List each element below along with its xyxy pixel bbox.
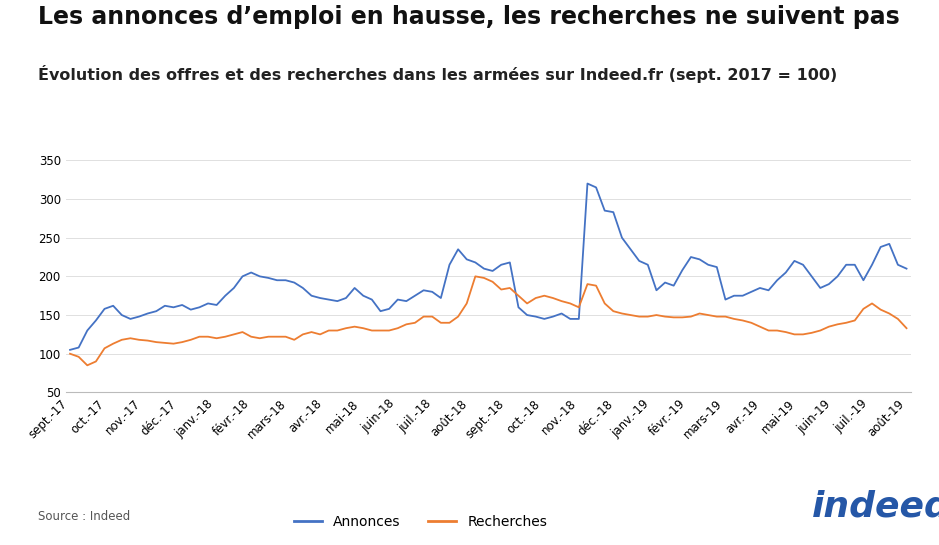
Annonces [901, 265, 912, 272]
Recherches [901, 325, 912, 331]
Annonces [133, 313, 145, 320]
Annonces [65, 347, 76, 353]
Text: Les annonces d’emploi en hausse, les recherches ne suivent pas: Les annonces d’emploi en hausse, les rec… [38, 5, 900, 29]
Recherches [125, 335, 136, 342]
Annonces [461, 256, 472, 263]
Text: Évolution des offres et des recherches dans les armées sur Indeed.fr (sept. 2017: Évolution des offres et des recherches d… [38, 65, 837, 83]
Annonces [711, 264, 722, 270]
Annonces [599, 207, 610, 214]
Recherches [608, 308, 619, 314]
Recherches [82, 362, 93, 368]
Recherches [547, 295, 559, 301]
Annonces [582, 180, 593, 187]
Annonces [116, 312, 128, 318]
Line: Recherches: Recherches [70, 276, 906, 365]
Recherches [142, 337, 153, 344]
Recherches [478, 275, 489, 281]
Line: Annonces: Annonces [70, 184, 906, 350]
Recherches [720, 313, 731, 320]
Annonces [531, 313, 542, 320]
Legend: Annonces, Recherches: Annonces, Recherches [288, 509, 553, 534]
Text: indeed: indeed [812, 489, 939, 523]
Recherches [65, 350, 76, 357]
Recherches [470, 273, 481, 280]
Text: Source : Indeed: Source : Indeed [38, 510, 130, 523]
